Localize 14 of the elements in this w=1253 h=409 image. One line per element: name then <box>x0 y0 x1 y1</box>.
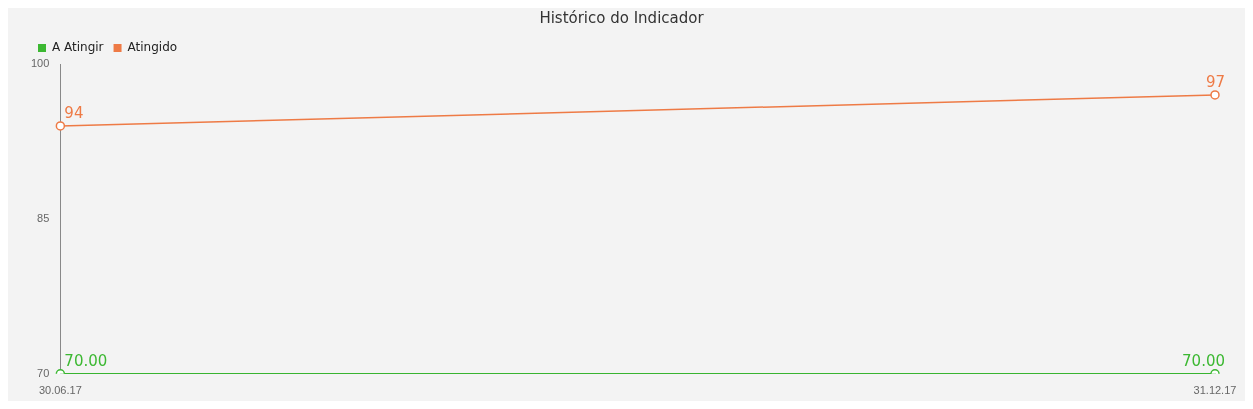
point <box>1210 90 1220 100</box>
data-label: 94 <box>64 104 84 123</box>
x-tick-label: 30.06.17 <box>38 384 82 397</box>
y-tick-label: 70 <box>37 366 50 379</box>
legend-label: Atingido <box>127 40 178 55</box>
data-label: 70.00 <box>1182 352 1225 371</box>
data-label: 70.00 <box>64 352 108 371</box>
data-label: 97 <box>1205 73 1225 92</box>
point <box>55 121 66 131</box>
x-tick-label: 31.12.17 <box>1193 384 1237 397</box>
y-tick-label: 100 <box>30 57 50 70</box>
legend-label: A Atingir <box>52 40 104 55</box>
y-tick-label: 85 <box>37 211 50 224</box>
chart-title: Histórico do Indicador <box>539 8 705 27</box>
